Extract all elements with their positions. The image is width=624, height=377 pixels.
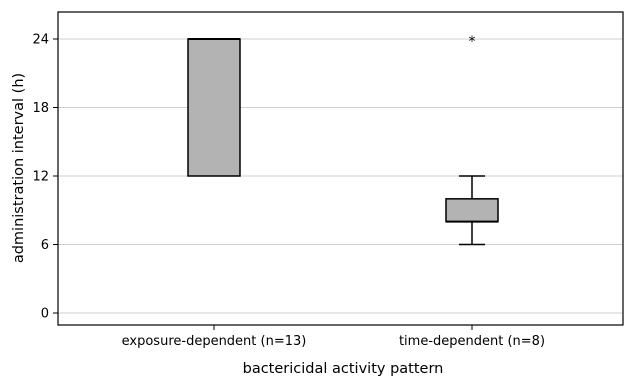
iqr-box <box>445 198 499 223</box>
x-category-label-2: time-dependent (n=8) <box>399 334 545 349</box>
y-tick-label-12: 12 <box>32 169 49 184</box>
y-axis-title: administration interval (h) <box>11 73 27 263</box>
gridlines <box>58 38 623 314</box>
y-axis-ticks: 0 6 12 18 24 <box>32 32 58 322</box>
plot-frame <box>57 11 624 326</box>
y-tick-label-18: 18 <box>32 101 49 116</box>
outlier-marker: * <box>469 34 476 50</box>
y-tick-label-6: 6 <box>41 238 49 253</box>
box-1 <box>187 37 241 177</box>
x-axis-categories: exposure-dependent (n=13) time-dependent … <box>122 325 545 349</box>
iqr-box <box>187 38 241 177</box>
x-axis-title: bactericidal activity pattern <box>243 361 444 377</box>
box-2: * <box>445 34 499 246</box>
x-category-label-1: exposure-dependent (n=13) <box>122 334 307 349</box>
y-tick-label-24: 24 <box>32 32 49 47</box>
y-tick-label-0: 0 <box>41 307 49 322</box>
boxes: * <box>187 34 499 246</box>
